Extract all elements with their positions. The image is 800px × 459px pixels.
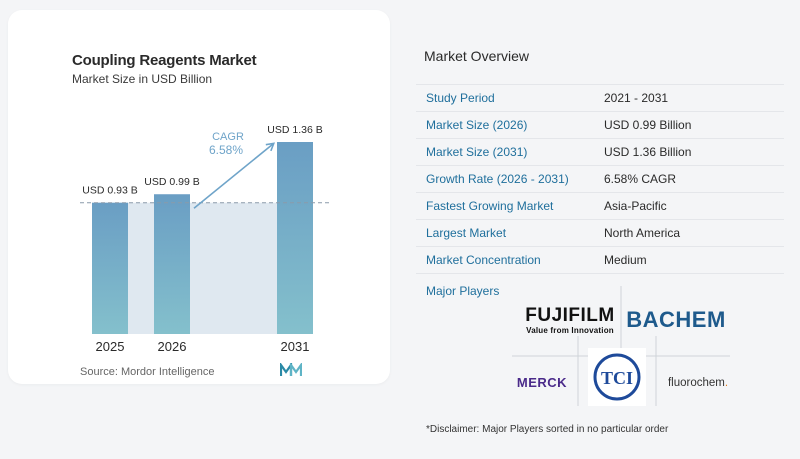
overview-row-value: Asia-Pacific [604,199,667,213]
data-label: USD 0.99 B [144,176,199,188]
overview-row-value: 6.58% CAGR [604,172,677,186]
overview-row-label: Market Concentration [426,253,541,267]
disclaimer: *Disclaimer: Major Players sorted in no … [426,424,669,435]
overview-row-label: Largest Market [426,226,507,240]
overview-row: Market Size (2031) USD 1.36 Billion [416,139,784,166]
overview-row-value: USD 1.36 Billion [604,145,692,159]
cagr-value: 6.58% [209,143,243,157]
data-label: USD 0.93 B [82,185,137,197]
overview-row-label: Market Size (2031) [426,145,528,159]
overview-row-value: North America [604,226,681,240]
merck-logo: MERCK [516,374,568,390]
category-label: 2031 [281,339,310,354]
category-label: 2025 [96,339,125,354]
chart-title: Coupling Reagents Market [72,52,257,69]
overview-row: Market Size (2026) USD 0.99 Billion [416,112,784,139]
tci-logo: TCI [586,346,648,408]
overview-row-label: Study Period [426,91,495,105]
cagr-arrow [193,142,276,209]
mordor-logo-icon [280,363,302,376]
chart-subtitle: Market Size in USD Billion [72,72,213,86]
fluorochem-name: fluorochem [667,377,725,389]
overview-row-value: USD 0.99 Billion [604,118,692,132]
fujifilm-name: FUJIFILM [525,304,615,326]
cagr-label: CAGR [212,131,244,143]
tci-logo-text: TCI [601,368,633,388]
overview-table: Study Period 2021 - 2031 Market Size (2026… [416,84,784,274]
bar-2025 [92,202,128,334]
overview-row-label: Growth Rate (2026 - 2031) [426,172,569,186]
bar-2026 [154,194,190,334]
overview-row-label: Market Size (2026) [426,118,528,132]
overview-row: Market Concentration Medium [416,247,784,274]
major-players-label: Major Players [426,284,500,298]
fluorochem-logo: fluorochem. [660,370,736,396]
category-label: 2026 [158,339,187,354]
overview-row: Study Period 2021 - 2031 [416,84,784,112]
data-label: USD 1.36 B [267,124,322,136]
bar-2031 [277,142,313,334]
overview-row: Largest Market North America [416,220,784,247]
overview-row-value: 2021 - 2031 [604,91,669,105]
fujifilm-tagline: Value from Innovation [526,325,614,335]
overview-row: Growth Rate (2026 - 2031) 6.58% CAGR [416,166,784,193]
overview-row-label: Fastest Growing Market [426,199,554,213]
overview-row-value: Medium [604,253,647,267]
overview-row: Fastest Growing Market Asia-Pacific [416,193,784,220]
source-note: Source: Mordor Intelligence [80,366,215,378]
fujifilm-logo: FUJIFILM Value from Innovation [520,300,620,340]
overview-title: Market Overview [424,48,530,64]
tci-logo-icon: TCI [588,348,646,406]
fluorochem-dot: . [724,377,729,389]
bachem-logo: BACHEM [626,307,726,332]
